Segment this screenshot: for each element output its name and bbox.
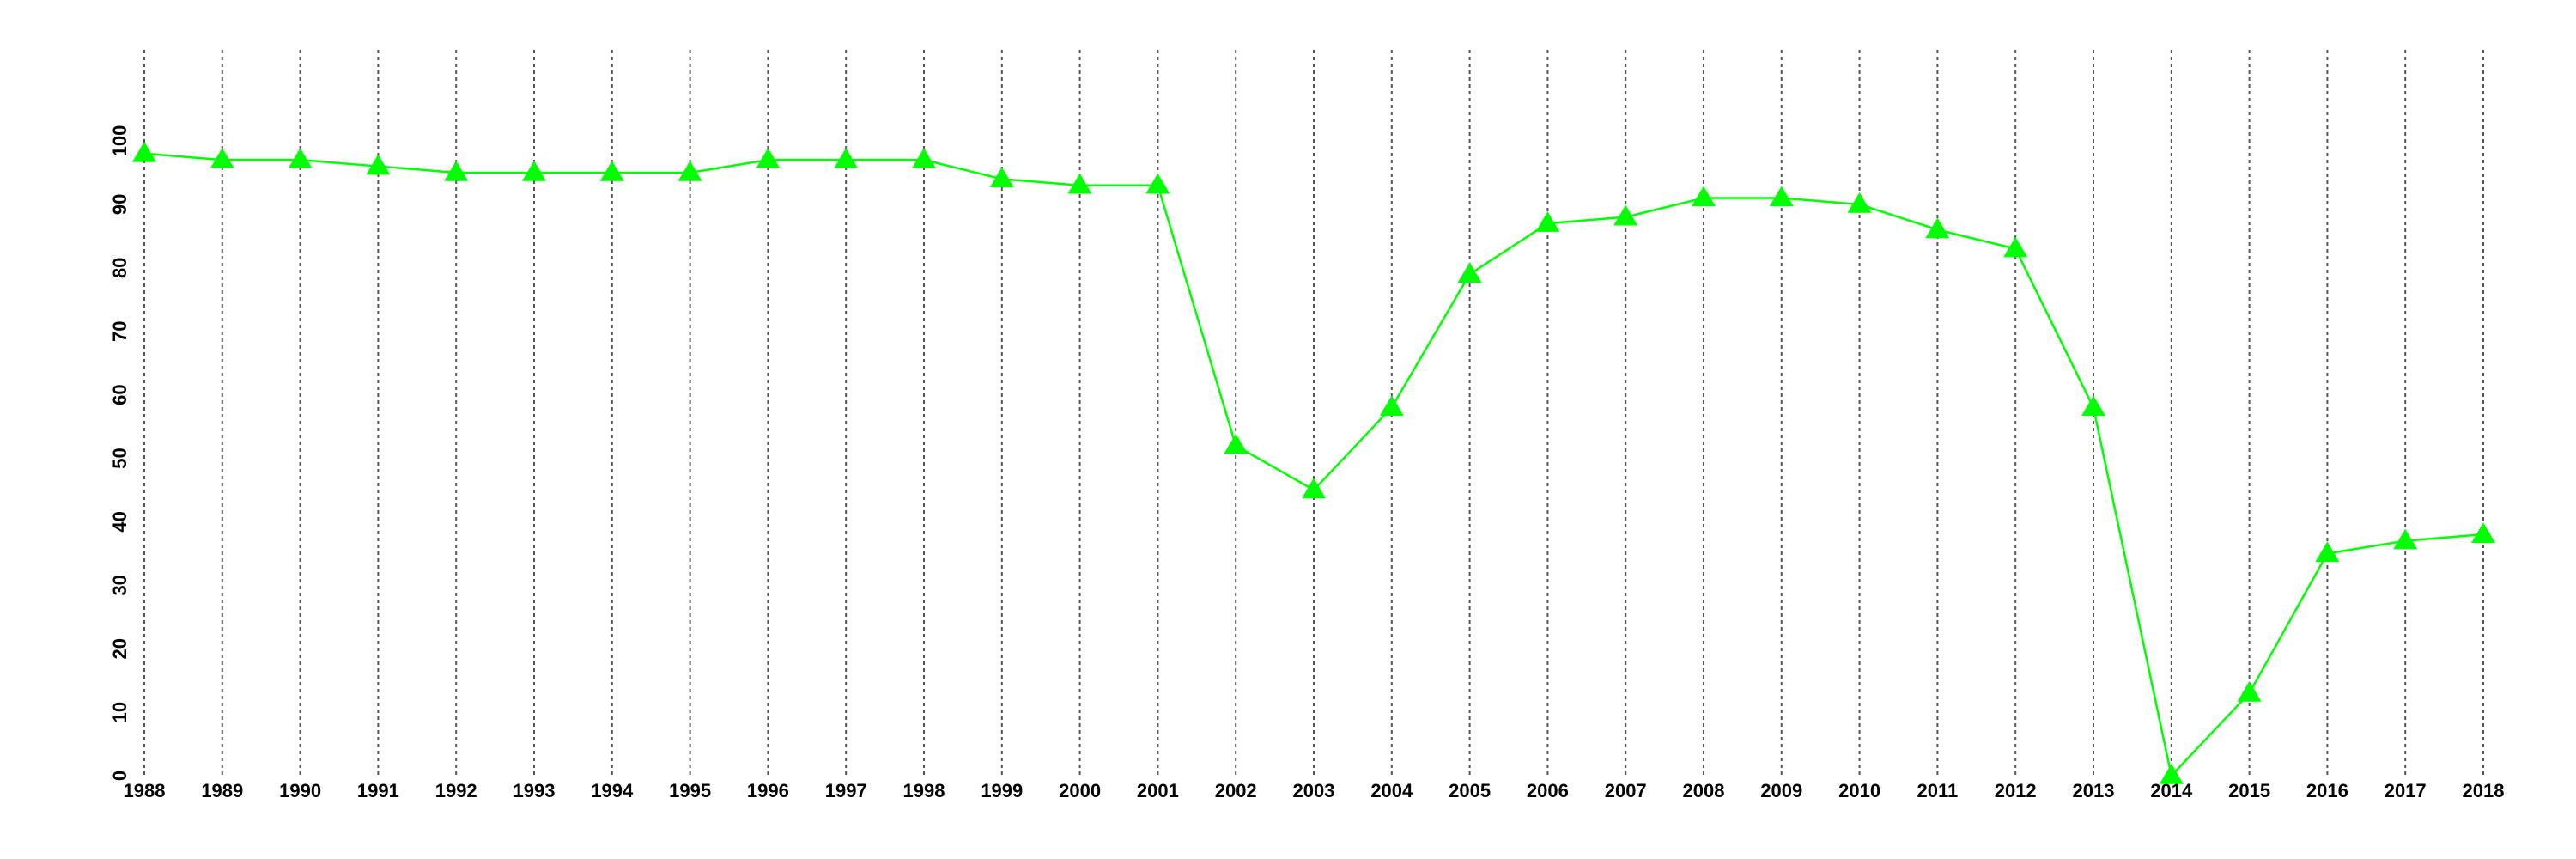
x-tick-label: 1996 — [747, 780, 789, 801]
y-tick-label: 80 — [109, 258, 131, 278]
marker — [366, 154, 391, 175]
marker — [1379, 395, 1404, 417]
x-tick-label: 2017 — [2385, 780, 2427, 801]
x-tick-label: 2015 — [2228, 780, 2270, 801]
x-tick-label: 2013 — [2073, 780, 2115, 801]
x-tick-label: 2006 — [1527, 780, 1569, 801]
marker — [2237, 680, 2262, 702]
x-tick-label: 1998 — [903, 780, 945, 801]
marker — [1302, 478, 1326, 499]
y-tick-label: 60 — [109, 384, 131, 405]
x-tick-label: 1995 — [669, 780, 711, 801]
y-tick-label: 10 — [109, 702, 131, 722]
x-tick-label: 1990 — [279, 780, 321, 801]
x-tick-label: 2012 — [1995, 780, 2037, 801]
y-tick-label: 50 — [109, 448, 131, 468]
marker — [1067, 173, 1092, 194]
marker — [756, 148, 781, 168]
x-tick-label: 2011 — [1917, 780, 1959, 801]
x-tick-label: 2001 — [1137, 780, 1179, 801]
x-tick-label: 1989 — [201, 780, 243, 801]
x-tick-label: 1993 — [513, 780, 556, 801]
marker — [834, 148, 859, 168]
marker — [522, 160, 546, 181]
marker — [2393, 528, 2418, 550]
y-tick-label: 90 — [109, 194, 131, 215]
x-tick-label: 1988 — [124, 780, 166, 801]
marker — [1224, 433, 1249, 454]
marker — [1692, 186, 1716, 207]
marker — [288, 148, 313, 168]
marker — [1457, 262, 1482, 283]
x-tick-label: 1999 — [981, 780, 1023, 801]
marker — [210, 148, 234, 168]
marker — [2471, 522, 2495, 543]
marker — [444, 160, 469, 181]
x-tick-label: 2009 — [1760, 780, 1802, 801]
marker — [912, 148, 936, 168]
x-tick-label: 2003 — [1293, 780, 1335, 801]
x-tick-label: 2007 — [1605, 780, 1647, 801]
x-tick-label: 2018 — [2463, 780, 2505, 801]
x-tick-label: 2004 — [1370, 780, 1413, 801]
y-tick-label: 40 — [109, 511, 131, 532]
marker — [599, 160, 624, 181]
x-tick-label: 2000 — [1059, 780, 1101, 801]
y-tick-label: 30 — [109, 575, 131, 595]
x-tick-label: 2002 — [1215, 780, 1257, 801]
marker — [2003, 236, 2028, 258]
y-tick-label: 0 — [109, 771, 131, 781]
x-tick-label: 2008 — [1683, 780, 1725, 801]
x-tick-label: 1991 — [357, 780, 399, 801]
y-tick-label: 20 — [109, 638, 131, 659]
marker — [132, 141, 156, 162]
marker — [1847, 192, 1872, 213]
marker — [677, 160, 702, 181]
marker — [1769, 186, 1794, 207]
marker — [989, 167, 1014, 188]
x-tick-label: 2010 — [1838, 780, 1880, 801]
marker — [2081, 395, 2105, 417]
marker — [1535, 211, 1560, 232]
x-tick-label: 2016 — [2306, 780, 2348, 801]
y-tick-label: 100 — [109, 125, 131, 157]
marker — [2159, 764, 2184, 784]
x-tick-label: 1994 — [591, 780, 634, 801]
marker — [1145, 173, 1170, 194]
x-tick-label: 1992 — [435, 780, 477, 801]
y-tick-label: 70 — [109, 320, 131, 341]
marker — [2315, 541, 2340, 563]
marker — [1925, 217, 1950, 239]
marker — [1613, 204, 1638, 226]
x-tick-label: 1997 — [825, 780, 867, 801]
x-tick-label: 2005 — [1449, 780, 1491, 801]
